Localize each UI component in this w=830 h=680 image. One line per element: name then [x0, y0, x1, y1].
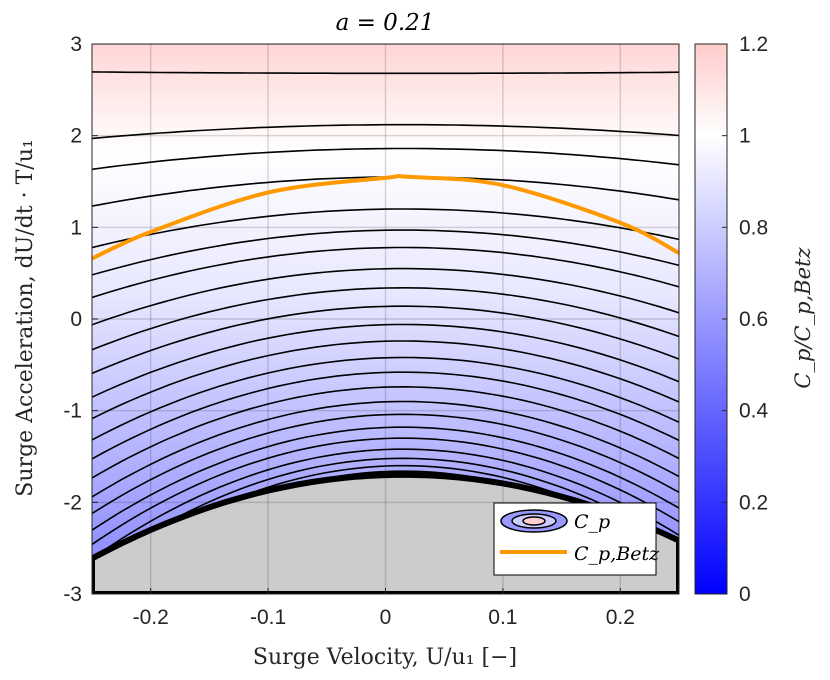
colorbar-gradient — [694, 43, 728, 595]
contour-line — [92, 323, 679, 398]
plot-area — [92, 44, 679, 594]
betz-curve — [92, 173, 679, 261]
y-tick-label: -2 — [63, 491, 82, 514]
contour-lines — [92, 71, 679, 588]
contour-line — [92, 229, 679, 276]
y-axis-ticks: -3 -2 -1 0 1 2 3 — [63, 33, 98, 606]
contour-line — [92, 437, 679, 546]
colorbar-tick-label: 1.2 — [739, 33, 768, 56]
contour-line — [92, 267, 679, 326]
x-tick-label: 0 — [380, 606, 392, 629]
contour-line — [92, 246, 679, 299]
grid — [92, 44, 679, 594]
colorbar-tick-label: 0.8 — [739, 216, 768, 239]
x-tick-label: -0.2 — [133, 606, 169, 629]
legend-cp-symbol — [500, 509, 568, 533]
contour-line — [92, 356, 679, 441]
contour-line — [92, 147, 679, 171]
y-tick-label: -1 — [63, 400, 82, 423]
y-axis-title: Surge Acceleration, dU/dt · T/u₁ — [13, 139, 38, 496]
colorbar-tick-label: 0.4 — [739, 400, 769, 423]
x-axis-ticks: -0.2 -0.1 0 0.1 0.2 — [133, 588, 635, 629]
contour-line — [92, 385, 679, 479]
x-tick-label: 0.1 — [488, 606, 517, 629]
contour-line — [92, 413, 679, 515]
x-tick-label: 0.2 — [606, 606, 635, 629]
contour-line — [92, 286, 679, 351]
legend-label-cp: C_p — [574, 511, 610, 533]
y-tick-label: 1 — [70, 216, 82, 239]
contour-line — [92, 457, 679, 572]
colorbar-ticks: 0 0.2 0.4 0.6 0.8 1 1.2 — [722, 33, 769, 606]
contour-line — [92, 305, 679, 375]
colorbar-tick-label: 0 — [739, 583, 751, 606]
plot-title: a = 0.21 — [336, 10, 435, 36]
y-tick-label: -3 — [63, 583, 82, 606]
contour-line — [92, 448, 679, 560]
contour-line — [92, 340, 679, 420]
y-tick-label: 0 — [70, 308, 82, 331]
contour-line — [92, 400, 679, 498]
contour-line — [92, 123, 679, 140]
legend: C_p C_p,Betz — [493, 502, 660, 576]
colorbar: 0 0.2 0.4 0.6 0.8 1 1.2 C_p/C_p,Betz — [694, 33, 815, 606]
colorbar-tick-label: 0.6 — [739, 308, 768, 331]
x-tick-label: -0.1 — [250, 606, 286, 629]
contour-line — [92, 426, 679, 531]
colorbar-tick-label: 0.2 — [739, 491, 768, 514]
y-tick-label: 3 — [70, 33, 82, 56]
colorbar-title: C_p/C_p,Betz — [791, 246, 815, 388]
y-tick-label: 2 — [70, 125, 82, 148]
contour-line — [92, 208, 679, 249]
legend-label-betz: C_p,Betz — [574, 543, 660, 565]
colorbar-tick-label: 1 — [739, 125, 751, 148]
contour-line — [92, 371, 679, 460]
x-axis-title: Surge Velocity, U/u₁ [−] — [253, 645, 517, 670]
contour-line — [92, 71, 679, 75]
